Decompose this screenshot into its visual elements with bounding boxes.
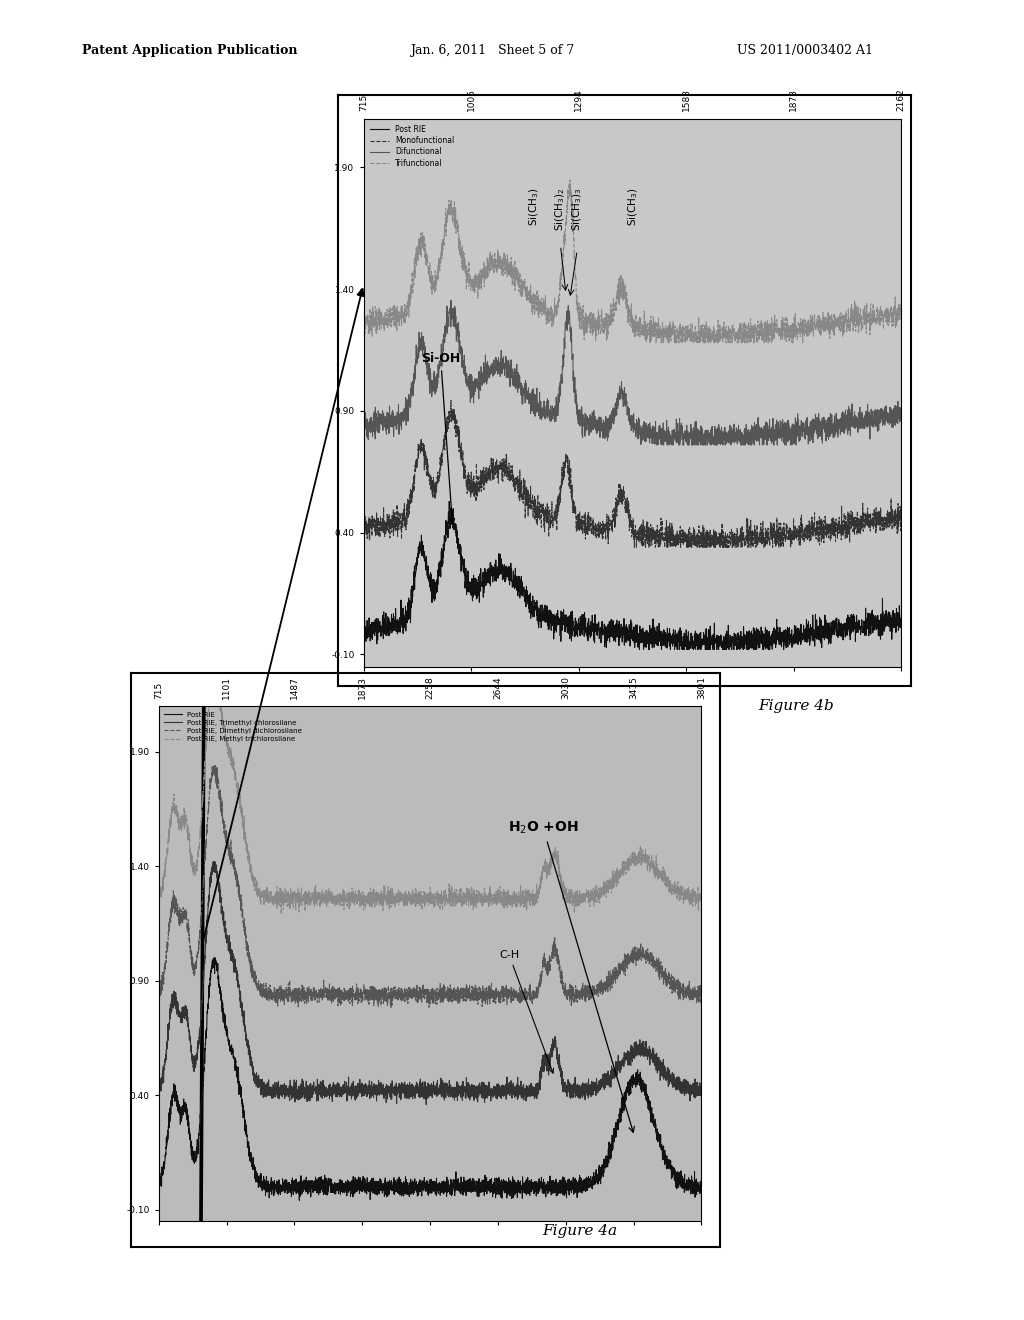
Text: Si(CH$_3$)$_3$: Si(CH$_3$)$_3$ — [570, 187, 584, 231]
Text: US 2011/0003402 A1: US 2011/0003402 A1 — [737, 44, 873, 57]
Text: 1873: 1873 — [357, 676, 367, 700]
Text: 1583: 1583 — [682, 88, 690, 111]
Text: 3030: 3030 — [561, 676, 570, 700]
Text: H$_2$O +OH: H$_2$O +OH — [508, 820, 634, 1133]
Legend: Post RIE, Monofunctional, Difunctional, Trifunctional: Post RIE, Monofunctional, Difunctional, … — [368, 123, 457, 170]
Text: 3415: 3415 — [629, 676, 638, 700]
Text: Patent Application Publication: Patent Application Publication — [82, 44, 297, 57]
Text: 1873: 1873 — [790, 88, 799, 111]
Text: 3801: 3801 — [697, 676, 706, 700]
Legend: Post RIE, Post RIE, Trimethyl chlorosilane, Post RIE, Dimethyl dichlorosilane, P: Post RIE, Post RIE, Trimethyl chlorosila… — [162, 710, 304, 744]
Text: 1101: 1101 — [222, 676, 231, 700]
Text: Si-OH: Si-OH — [421, 352, 461, 524]
Text: 2162: 2162 — [897, 88, 905, 111]
Text: Si(CH$_3$)$_2$: Si(CH$_3$)$_2$ — [554, 187, 567, 231]
Text: 1294: 1294 — [574, 88, 583, 111]
Text: Jan. 6, 2011   Sheet 5 of 7: Jan. 6, 2011 Sheet 5 of 7 — [410, 44, 573, 57]
Text: 1487: 1487 — [290, 676, 299, 700]
Text: Si(CH$_3$): Si(CH$_3$) — [527, 187, 542, 226]
Text: C-H: C-H — [499, 950, 554, 1073]
Text: 2258: 2258 — [426, 677, 434, 700]
Text: 715: 715 — [155, 682, 163, 700]
Text: 1005: 1005 — [467, 88, 476, 111]
Text: 2644: 2644 — [494, 677, 503, 700]
Text: Si(CH$_3$): Si(CH$_3$) — [626, 187, 640, 226]
Text: 715: 715 — [359, 94, 368, 111]
Text: Figure 4b: Figure 4b — [758, 698, 834, 713]
Text: Figure 4a: Figure 4a — [543, 1224, 617, 1238]
